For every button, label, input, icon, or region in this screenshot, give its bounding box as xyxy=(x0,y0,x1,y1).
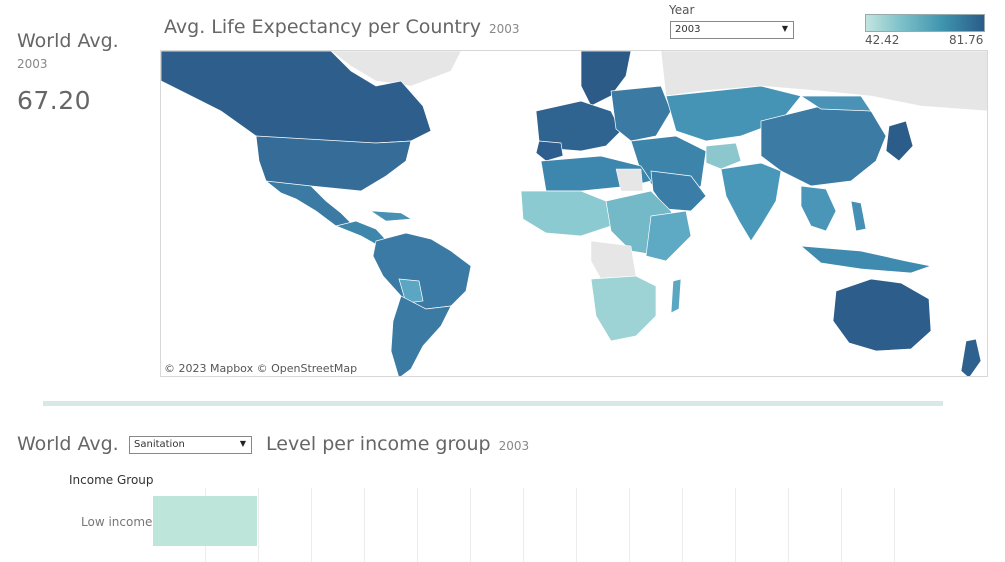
region-new-zealand[interactable] xyxy=(960,338,982,377)
bottom-title-text: Level per income group xyxy=(266,433,491,455)
gridline xyxy=(417,488,418,562)
gridline xyxy=(470,488,471,562)
row-label-low-income: Low income xyxy=(81,515,153,529)
region-japan-korea[interactable] xyxy=(885,120,914,162)
region-greenland[interactable] xyxy=(330,51,462,87)
legend-min: 42.42 xyxy=(865,33,900,47)
kpi-title: World Avg. xyxy=(17,30,119,52)
bottom-title-year: 2003 xyxy=(498,439,530,453)
region-drc-nodata[interactable] xyxy=(590,240,637,280)
legend-max: 81.76 xyxy=(949,33,984,47)
region-mongolia[interactable] xyxy=(799,95,872,112)
income-group-header: Income Group xyxy=(69,473,154,487)
gridline xyxy=(735,488,736,562)
kpi-value: 67.20 xyxy=(17,86,92,115)
region-west-africa[interactable] xyxy=(520,190,612,237)
region-afghanistan[interactable] xyxy=(705,142,742,170)
gridline xyxy=(364,488,365,562)
map-title-text: Avg. Life Expectancy per Country xyxy=(164,16,481,38)
region-south-america-north[interactable] xyxy=(372,232,472,310)
region-eastern-europe[interactable] xyxy=(610,85,672,142)
map-attribution: © 2023 Mapbox © OpenStreetMap xyxy=(164,362,358,375)
kpi-year: 2003 xyxy=(17,57,48,71)
gridline xyxy=(841,488,842,562)
gridline xyxy=(629,488,630,562)
bar-low-income[interactable] xyxy=(153,496,257,546)
metric-dropdown[interactable]: Sanitation ▼ xyxy=(129,436,252,454)
region-east-africa[interactable] xyxy=(645,210,692,262)
year-filter-label: Year xyxy=(669,3,695,17)
region-south-america-south[interactable] xyxy=(390,295,452,377)
gridline xyxy=(311,488,312,562)
metric-dropdown-value: Sanitation xyxy=(134,439,185,450)
region-southern-africa[interactable] xyxy=(590,275,657,342)
region-iberia[interactable] xyxy=(535,140,564,162)
region-scandinavia[interactable] xyxy=(580,51,632,107)
year-dropdown[interactable]: 2003 ▼ xyxy=(670,21,794,39)
gridline xyxy=(894,488,895,562)
region-arabia[interactable] xyxy=(650,170,707,212)
gridline xyxy=(788,488,789,562)
region-russia[interactable] xyxy=(660,51,988,112)
bottom-title-prefix: World Avg. xyxy=(17,433,119,455)
map-title: Avg. Life Expectancy per Country 2003 xyxy=(164,16,520,38)
region-egypt-libya-nodata[interactable] xyxy=(615,168,644,192)
region-philippines[interactable] xyxy=(850,200,867,232)
bottom-title-suffix: Level per income group 2003 xyxy=(266,433,529,455)
year-dropdown-value: 2003 xyxy=(675,24,701,35)
map-title-year: 2003 xyxy=(489,22,520,36)
chevron-down-icon: ▼ xyxy=(239,439,246,448)
region-madagascar[interactable] xyxy=(670,278,682,314)
gridline xyxy=(682,488,683,562)
gridline xyxy=(258,488,259,562)
section-divider xyxy=(43,401,943,406)
gridline xyxy=(576,488,577,562)
region-indonesia[interactable] xyxy=(799,245,933,274)
gridline xyxy=(523,488,524,562)
region-australia[interactable] xyxy=(832,278,932,352)
world-map[interactable] xyxy=(161,51,988,377)
region-india[interactable] xyxy=(720,162,782,242)
region-usa[interactable] xyxy=(255,135,412,192)
region-bolivia[interactable] xyxy=(398,278,424,304)
choropleth-map[interactable] xyxy=(160,50,988,377)
color-legend-bar xyxy=(865,14,985,32)
region-caribbean[interactable] xyxy=(370,210,412,222)
region-southeast-asia[interactable] xyxy=(800,185,837,232)
chevron-down-icon: ▼ xyxy=(781,24,788,33)
